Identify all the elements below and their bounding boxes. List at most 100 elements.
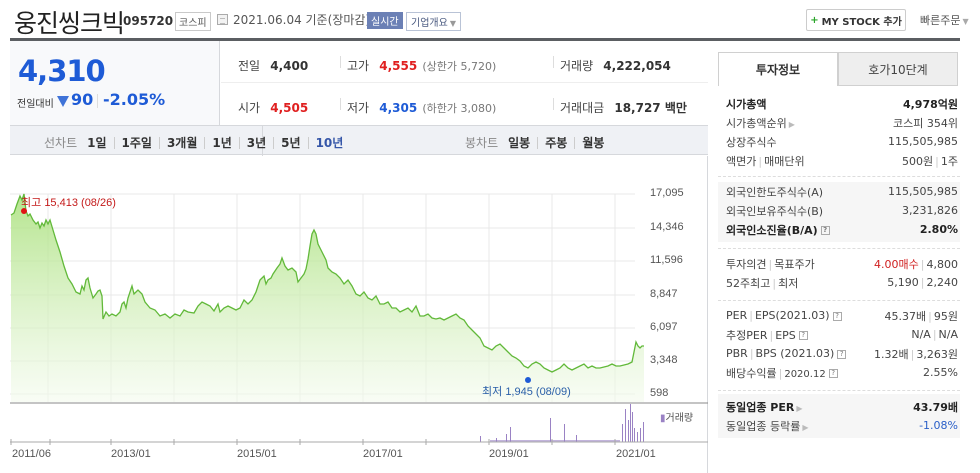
foreign-holding-label: 외국인보유주식수(B): [726, 204, 824, 218]
bps-label: BPS (2021.03): [755, 347, 835, 360]
listed-shares-label: 상장주식수: [726, 135, 777, 149]
volume-legend-label: 거래량: [665, 413, 694, 424]
price-panel: [10, 41, 220, 125]
high-marker: [21, 208, 27, 214]
industry-per-label: 동일업종 PER: [726, 400, 795, 414]
est-per-label: 추정PER: [726, 328, 768, 342]
est-eps-value: N/A: [938, 328, 958, 341]
low-annotation: 최저 1,945 (08/09): [482, 383, 571, 399]
high-annotation: 최고 15,413 (08/26): [21, 194, 116, 210]
low-label: 최저: [482, 386, 503, 398]
help-icon[interactable]: ?: [820, 226, 830, 235]
market-cap-rank-link[interactable]: 시가총액순위 ▶: [726, 115, 795, 131]
volume-legend: ▮거래량: [660, 413, 694, 424]
company-overview-label: 기업개요: [411, 18, 448, 29]
help-icon[interactable]: ?: [832, 311, 842, 321]
stat-label: 전일: [238, 59, 261, 73]
divider: [553, 56, 554, 68]
industry-section: 동일업종 PER ▶ 43.79배 동일업종 등락률 ▶ -1.08%: [718, 394, 960, 438]
stat-value: 4,305: [379, 101, 418, 115]
52w-low-label: 최저: [778, 276, 799, 290]
tab-monthly-candle[interactable]: 월봉: [574, 136, 611, 149]
x-tick: 2013/01: [111, 448, 151, 460]
realtime-button[interactable]: 실시간: [367, 12, 403, 29]
stat-label: 거래대금: [560, 101, 605, 115]
target-price-value: 4,800: [926, 257, 959, 271]
y-tick: 3,348: [650, 354, 678, 366]
low-date: (08/09): [535, 386, 571, 398]
stat-label: 거래량: [560, 59, 594, 73]
market-cap-rank-label: 시가총액순위: [726, 116, 787, 130]
help-icon[interactable]: ?: [828, 369, 838, 378]
industry-per-link[interactable]: 동일업종 PER ▶: [726, 399, 803, 415]
per-label: PER: [726, 309, 748, 322]
divider: [340, 98, 341, 110]
tab-10year[interactable]: 10년: [307, 136, 351, 149]
line-chart-label: 선차트: [44, 136, 78, 150]
high-value: 15,413: [44, 197, 78, 209]
industry-change-link[interactable]: 동일업종 등락률 ▶: [726, 418, 809, 434]
line-chart-tabs: 선차트 1일 1주일 3개월 1년 3년 5년 10년: [44, 134, 350, 151]
stat-low: 저가 4,305 (하한가 3,080): [347, 97, 496, 116]
stat-value: 4,400: [270, 59, 309, 73]
x-tick: 2017/01: [363, 448, 403, 460]
stat-label: 저가: [347, 101, 370, 115]
y-tick: 17,095: [650, 187, 684, 199]
divider: [340, 56, 341, 68]
chevron-right-icon: ▶: [802, 422, 809, 432]
y-tick: 8,847: [650, 288, 678, 300]
price-chart[interactable]: 최고 15,413 (08/26) 최저 1,945 (08/09) 17,09…: [10, 156, 708, 473]
high-label: 최고: [21, 197, 42, 209]
tab-investment-info[interactable]: 투자정보: [718, 52, 838, 86]
add-mystock-button[interactable]: + MY STOCK 추가: [806, 9, 906, 31]
as-of-date: 2021.06.04 기준(장마감): [233, 13, 371, 27]
foreign-holding-value: 3,231,826: [902, 204, 958, 217]
add-mystock-label: MY STOCK 추가: [821, 16, 902, 28]
tab-weekly-candle[interactable]: 주봉: [537, 136, 574, 149]
listed-shares-value: 115,505,985: [888, 135, 958, 148]
industry-per-value: 43.79배: [913, 400, 958, 414]
price-area: [11, 194, 644, 402]
tab-3month[interactable]: 3개월: [158, 136, 204, 149]
tab-5year[interactable]: 5년: [273, 136, 307, 149]
help-icon[interactable]: ?: [798, 331, 808, 340]
stat-open: 시가 4,505: [238, 97, 308, 116]
market-cap-label: 시가총액: [726, 97, 767, 111]
stat-value: 4,555: [379, 59, 418, 73]
market-badge: 코스피: [175, 12, 211, 31]
company-overview-dropdown[interactable]: 기업개요 ▼: [406, 12, 461, 31]
stock-name: 웅진씽크빅: [14, 9, 125, 38]
divider: [718, 176, 960, 177]
chevron-down-icon: ▼: [449, 19, 456, 28]
valuation-section: PER | EPS(2021.03)? 45.37배 | 95원 추정PER | EPS? N/…: [726, 309, 958, 380]
pbr-value: 1.32배: [874, 347, 909, 361]
divider: [97, 94, 98, 108]
tab-3year[interactable]: 3년: [238, 136, 273, 149]
tab-1week[interactable]: 1주일: [113, 136, 159, 149]
right-panel-tabs: 투자정보 호가10단계: [718, 52, 958, 86]
y-tick: 6,097: [650, 321, 678, 333]
per-value: 45.37배: [884, 309, 927, 323]
chevron-right-icon: ▶: [796, 403, 803, 413]
quick-order-label: 빠른주문: [920, 14, 961, 27]
high-date: (08/26): [81, 197, 116, 209]
help-icon[interactable]: ?: [837, 349, 847, 359]
trade-unit-value: 1주: [940, 154, 958, 168]
tab-order-book[interactable]: 호가10단계: [838, 52, 958, 86]
stat-value: 4,222,054: [603, 59, 671, 73]
trade-unit-label: 매매단위: [764, 154, 805, 168]
chart-tabs-bar: 선차트 1일 1주일 3개월 1년 3년 5년 10년 봉차트 일봉 주봉 월봉: [10, 125, 708, 156]
quick-order-dropdown[interactable]: 빠른주문 ▼: [920, 12, 969, 28]
candle-chart-tabs: 봉차트 일봉 주봉 월봉: [465, 134, 611, 151]
tab-1year[interactable]: 1년: [204, 136, 238, 149]
tab-1day[interactable]: 1일: [87, 135, 107, 150]
market-cap-section: 시가총액 4,978억원 시가총액순위 ▶ 코스피 354위 상장주식수 115,505…: [726, 97, 958, 168]
opinion-label: 투자의견: [726, 257, 767, 271]
diff-label: 전일대비: [17, 99, 54, 110]
tab-daily-candle[interactable]: 일봉: [508, 135, 531, 150]
opinion-value: 4.00매수: [874, 257, 919, 271]
est-eps-label: EPS: [775, 328, 796, 342]
foreign-ratio-value: 2.80%: [919, 223, 958, 236]
x-tick: 2019/01: [489, 448, 529, 460]
opinion-section: 투자의견 | 목표주가 4.00매수 | 4,800 52주최고 | 최저 5,190 | 2,24…: [726, 257, 959, 290]
